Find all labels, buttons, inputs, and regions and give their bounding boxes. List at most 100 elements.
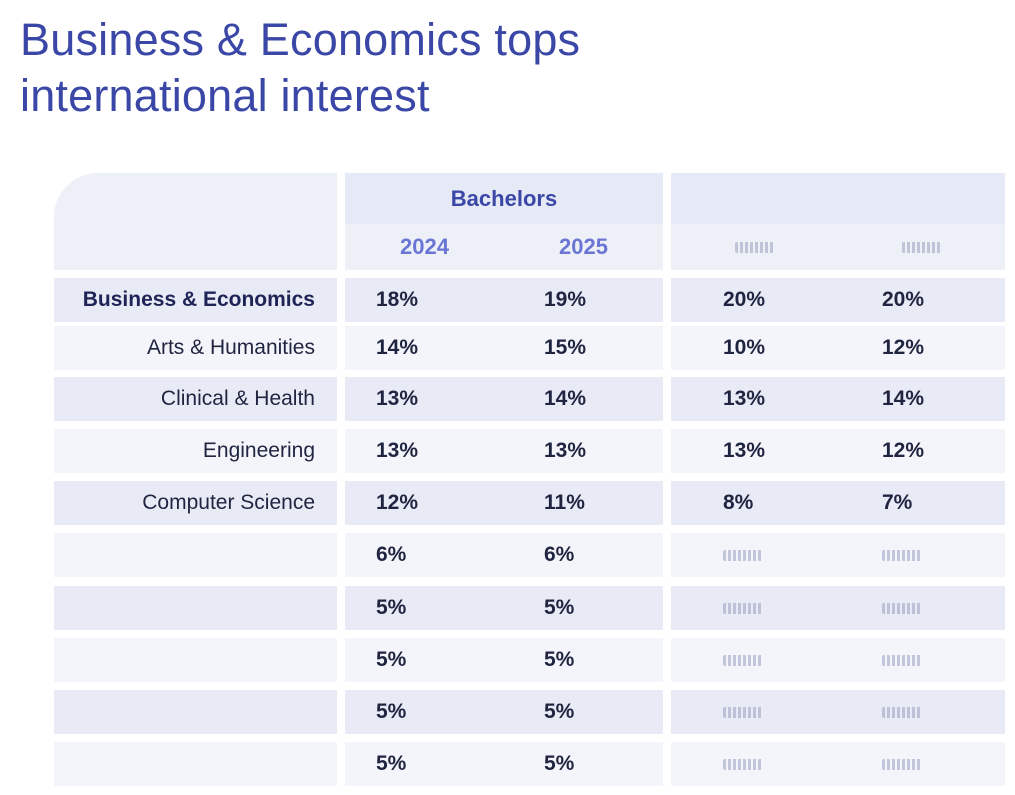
table-row: 5% 5%: [54, 638, 1005, 682]
redacted-mark: [901, 241, 942, 253]
year-2024-header: 2024: [400, 234, 449, 259]
subject-share-table: Bachelors 2024 2025 Business & Economics…: [54, 173, 1005, 788]
value-cell: 8%: [723, 491, 754, 514]
redacted-mark: [723, 706, 763, 718]
value-cell: 14%: [882, 387, 925, 410]
title-line-2: international interest: [20, 70, 430, 121]
row-bachelors-background: [345, 533, 663, 577]
row-bachelors-background: [345, 278, 663, 322]
row-label-background: [54, 638, 337, 682]
value-cell: 6%: [544, 543, 575, 566]
row-second-group-background: [671, 326, 1005, 370]
table-row: Arts & Humanities 14% 15% 10% 12%: [54, 326, 1005, 370]
subject-label: [54, 690, 337, 734]
value-cell: 20%: [882, 288, 925, 311]
value-cell: 12%: [376, 491, 419, 514]
table-row: 5% 5%: [54, 690, 1005, 734]
row-label-background: [54, 429, 337, 473]
value-cell: 12%: [882, 336, 925, 359]
value-cell: 20%: [723, 288, 766, 311]
second-group-year-1: [671, 224, 838, 270]
row-label-background: [54, 586, 337, 630]
row-bachelors-background: [345, 326, 663, 370]
row-bachelors-background: [345, 481, 663, 525]
row-bachelors-background: [345, 429, 663, 473]
subject-label: [54, 742, 337, 786]
row-label-background: [54, 326, 337, 370]
row-label-background: [54, 481, 337, 525]
subject-label: Engineering: [202, 439, 315, 462]
value-cell: 19%: [544, 288, 587, 311]
subject-label: [54, 586, 337, 630]
bachelors-header: Bachelors 2024 2025: [345, 173, 663, 270]
row-label-background: [54, 533, 337, 577]
row-second-group-background: [671, 638, 1005, 682]
row-bachelors-background: [345, 377, 663, 421]
row-bachelors-background: [345, 742, 663, 786]
row-label-background: [54, 377, 337, 421]
value-cell: 5%: [376, 648, 407, 671]
row-label-background: [54, 278, 337, 322]
value-cell: 5%: [376, 596, 407, 619]
value-cell: 7%: [882, 491, 913, 514]
row-bachelors-background: [345, 638, 663, 682]
row-label-background: [54, 690, 337, 734]
value-cell: 13%: [723, 387, 766, 410]
subject-label: Arts & Humanities: [146, 336, 315, 359]
value-cell: [723, 690, 763, 734]
subject-label: Business & Economics: [82, 288, 315, 311]
table-row: Business & Economics 18% 19% 20% 20%: [54, 278, 1005, 322]
value-cell: 11%: [544, 491, 585, 514]
row-second-group-background: [671, 586, 1005, 630]
row-second-group-background: [671, 377, 1005, 421]
row-label-background: [54, 742, 337, 786]
redacted-mark: [882, 602, 922, 614]
row-second-group-background: [671, 481, 1005, 525]
title-line-1: Business & Economics tops: [20, 14, 581, 65]
value-cell: [723, 586, 763, 630]
value-cell: 14%: [376, 336, 419, 359]
row-second-group-background: [671, 533, 1005, 577]
value-cell: 5%: [544, 700, 575, 723]
redacted-mark: [723, 602, 763, 614]
subject-label: Clinical & Health: [160, 387, 315, 410]
row-bachelors-background: [345, 690, 663, 734]
subject-label: [54, 533, 337, 577]
subject-label: [54, 638, 337, 682]
value-cell: [882, 690, 922, 734]
page-title: Business & Economics tops international …: [20, 12, 580, 124]
value-cell: 5%: [544, 596, 575, 619]
value-cell: [723, 638, 763, 682]
value-cell: 5%: [544, 752, 575, 775]
value-cell: [882, 742, 922, 786]
value-cell: 13%: [376, 387, 419, 410]
year-2025-header: 2025: [559, 234, 608, 259]
value-cell: 13%: [544, 439, 587, 462]
value-cell: 6%: [376, 543, 407, 566]
second-group-year-2: [838, 224, 1005, 270]
row-bachelors-background: [345, 586, 663, 630]
bachelors-label: Bachelors: [345, 173, 663, 224]
value-cell: 14%: [544, 387, 587, 410]
redacted-mark: [723, 758, 763, 770]
row-second-group-background: [671, 690, 1005, 734]
value-cell: 5%: [376, 752, 407, 775]
value-cell: [723, 533, 763, 577]
table-row: Clinical & Health 13% 14% 13% 14%: [54, 377, 1005, 421]
second-group-header: [671, 173, 1005, 270]
value-cell: [882, 533, 922, 577]
value-cell: 12%: [882, 439, 925, 462]
table-row: Engineering 13% 13% 13% 12%: [54, 429, 1005, 473]
redacted-mark: [882, 758, 922, 770]
row-second-group-background: [671, 742, 1005, 786]
table-corner-header: [54, 173, 337, 270]
redacted-mark: [734, 241, 775, 253]
row-second-group-background: [671, 429, 1005, 473]
redacted-mark: [723, 549, 763, 561]
redacted-mark: [723, 654, 763, 666]
table-row: 6% 6%: [54, 533, 1005, 577]
value-cell: 13%: [723, 439, 766, 462]
value-cell: 5%: [376, 700, 407, 723]
value-cell: [882, 586, 922, 630]
table-row: 5% 5%: [54, 586, 1005, 630]
